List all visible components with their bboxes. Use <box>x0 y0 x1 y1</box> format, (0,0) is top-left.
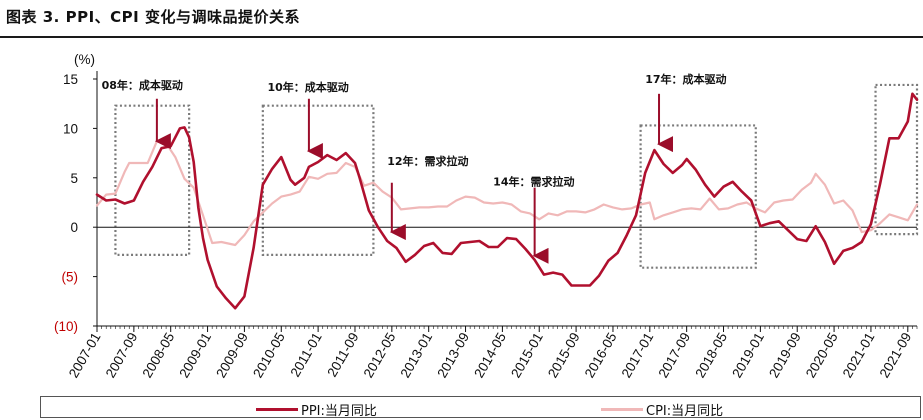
x-tick-label: 2017-01 <box>619 330 657 380</box>
annotation-label: 14年：需求拉动 <box>493 175 574 189</box>
x-tick-label: 2014-05 <box>471 330 509 380</box>
legend-swatch-cpi <box>601 408 643 411</box>
x-tick-label: 2013-09 <box>434 330 472 380</box>
highlight-box <box>874 83 919 236</box>
x-tick-label: 2011-01 <box>287 330 324 380</box>
y-tick-label: 5 <box>70 171 78 186</box>
annotation-label: 12年：需求拉动 <box>387 154 468 168</box>
ppi-line <box>95 92 919 310</box>
x-tick-label: 2021-09 <box>877 330 915 380</box>
highlight-box <box>261 104 375 256</box>
chart-legend: PPI:当月同比 CPI:当月同比 <box>40 396 921 419</box>
legend-label-ppi: PPI:当月同比 <box>301 404 377 419</box>
legend-swatch-ppi <box>256 408 298 411</box>
x-tick-label: 2016-05 <box>582 330 620 380</box>
x-tick-label: 2010-05 <box>250 330 288 380</box>
annotation-label: 17年：成本驱动 <box>645 72 726 86</box>
x-tick-label: 2007-01 <box>66 330 104 380</box>
x-tick-label: 2021-01 <box>840 330 878 380</box>
x-tick-label: 2015-09 <box>545 330 583 380</box>
annotation-label: 10年：成本驱动 <box>267 80 348 94</box>
x-tick-label: 2008-05 <box>140 330 178 380</box>
y-tick-label: 15 <box>63 72 78 87</box>
x-tick-label: 2013-01 <box>398 330 436 380</box>
cpi-line <box>95 140 919 247</box>
x-tick-label: 2018-05 <box>692 330 730 380</box>
y-tick-label: (10) <box>54 319 78 334</box>
x-tick-label: 2020-05 <box>803 330 841 380</box>
x-tick-label: 2009-01 <box>176 330 214 380</box>
y-axis-unit: (%) <box>74 52 95 67</box>
y-tick-label: 10 <box>63 121 78 136</box>
highlight-box <box>639 124 757 269</box>
x-tick-label: 2019-09 <box>766 330 804 380</box>
chart-series <box>95 92 919 310</box>
x-tick-label: 2007-09 <box>103 330 141 380</box>
annotation-label: 08年：成本驱动 <box>102 78 183 92</box>
legend-item-cpi: CPI:当月同比 <box>601 400 723 419</box>
x-tick-label: 2011-09 <box>324 330 361 380</box>
x-tick-label: 2015-01 <box>508 330 546 380</box>
x-tick-label: 2012-05 <box>361 330 399 380</box>
highlight-boxes <box>114 83 919 269</box>
y-tick-label: 0 <box>70 220 78 235</box>
legend-item-ppi: PPI:当月同比 <box>256 400 377 419</box>
x-tick-label: 2019-01 <box>729 330 767 380</box>
y-tick-label: (5) <box>62 270 79 285</box>
x-tick-label: 2009-09 <box>213 330 251 380</box>
chart-annotations: 08年：成本驱动 10年：成本驱动 12年：需求拉动 14年：需求拉动 17年：成本驱动 <box>102 72 727 264</box>
figure-title: 图表 3. PPI、CPI 变化与调味品提价关系 <box>6 8 300 26</box>
title-rule <box>0 36 923 38</box>
legend-label-cpi: CPI:当月同比 <box>646 404 724 419</box>
x-tick-label: 2017-09 <box>655 330 693 380</box>
highlight-box <box>114 104 191 256</box>
